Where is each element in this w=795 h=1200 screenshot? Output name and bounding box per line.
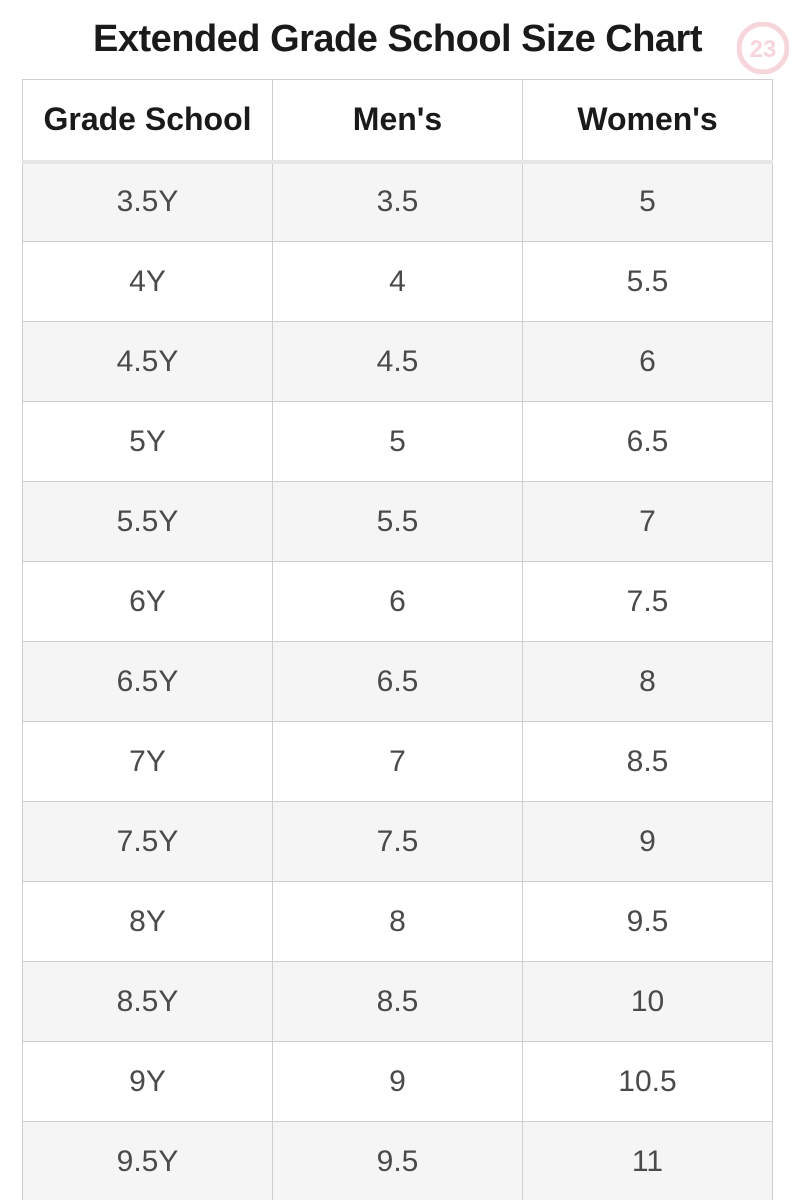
table-cell: 8Y — [23, 882, 273, 962]
table-cell: 7.5Y — [23, 802, 273, 882]
table-cell: 4.5Y — [23, 322, 273, 402]
table-row: 4Y45.5 — [23, 242, 773, 322]
table-cell: 8.5 — [523, 722, 773, 802]
table-cell: 9.5 — [523, 882, 773, 962]
table-cell: 4 — [273, 242, 523, 322]
table-cell: 6.5Y — [23, 642, 273, 722]
table-cell: 8 — [273, 882, 523, 962]
table-cell: 3.5 — [273, 162, 523, 242]
table-cell: 9 — [523, 802, 773, 882]
table-row: 7.5Y7.59 — [23, 802, 773, 882]
table-row: 9Y910.5 — [23, 1042, 773, 1122]
table-cell: 8.5 — [273, 962, 523, 1042]
table-cell: 7.5 — [273, 802, 523, 882]
table-row: 7Y78.5 — [23, 722, 773, 802]
table-cell: 9Y — [23, 1042, 273, 1122]
brand-badge-icon: 23 — [737, 22, 789, 74]
table-cell: 6.5 — [523, 402, 773, 482]
table-row: 6Y67.5 — [23, 562, 773, 642]
table-row: 5.5Y5.57 — [23, 482, 773, 562]
table-cell: 9.5 — [273, 1122, 523, 1200]
table-cell: 5Y — [23, 402, 273, 482]
col-grade-school: Grade School — [23, 80, 273, 162]
page-title: Extended Grade School Size Chart — [22, 18, 773, 61]
table-cell: 5.5 — [523, 242, 773, 322]
table-cell: 10 — [523, 962, 773, 1042]
table-cell: 6.5 — [273, 642, 523, 722]
table-cell: 6Y — [23, 562, 273, 642]
table-cell: 6 — [273, 562, 523, 642]
col-mens: Men's — [273, 80, 523, 162]
table-cell: 8.5Y — [23, 962, 273, 1042]
table-cell: 10.5 — [523, 1042, 773, 1122]
table-cell: 5 — [523, 162, 773, 242]
table-cell: 7Y — [23, 722, 273, 802]
size-chart-body: 3.5Y3.554Y45.54.5Y4.565Y56.55.5Y5.576Y67… — [23, 162, 773, 1200]
table-cell: 4Y — [23, 242, 273, 322]
table-row: 3.5Y3.55 — [23, 162, 773, 242]
table-cell: 5.5Y — [23, 482, 273, 562]
table-cell: 11 — [523, 1122, 773, 1200]
table-cell: 7 — [523, 482, 773, 562]
svg-text:23: 23 — [750, 36, 777, 63]
table-cell: 4.5 — [273, 322, 523, 402]
size-chart-header: Grade School Men's Women's — [23, 80, 773, 162]
table-cell: 9 — [273, 1042, 523, 1122]
table-row: 8.5Y8.510 — [23, 962, 773, 1042]
table-cell: 9.5Y — [23, 1122, 273, 1200]
table-row: 8Y89.5 — [23, 882, 773, 962]
header-row: Grade School Men's Women's — [23, 80, 773, 162]
table-cell: 8 — [523, 642, 773, 722]
table-cell: 3.5Y — [23, 162, 273, 242]
size-chart-container: Extended Grade School Size Chart Grade S… — [0, 18, 795, 1200]
table-cell: 7 — [273, 722, 523, 802]
table-cell: 5 — [273, 402, 523, 482]
size-chart-table: Grade School Men's Women's 3.5Y3.554Y45.… — [22, 79, 773, 1200]
table-cell: 6 — [523, 322, 773, 402]
table-row: 9.5Y9.511 — [23, 1122, 773, 1200]
table-cell: 7.5 — [523, 562, 773, 642]
col-womens: Women's — [523, 80, 773, 162]
table-cell: 5.5 — [273, 482, 523, 562]
table-row: 4.5Y4.56 — [23, 322, 773, 402]
table-row: 5Y56.5 — [23, 402, 773, 482]
table-row: 6.5Y6.58 — [23, 642, 773, 722]
